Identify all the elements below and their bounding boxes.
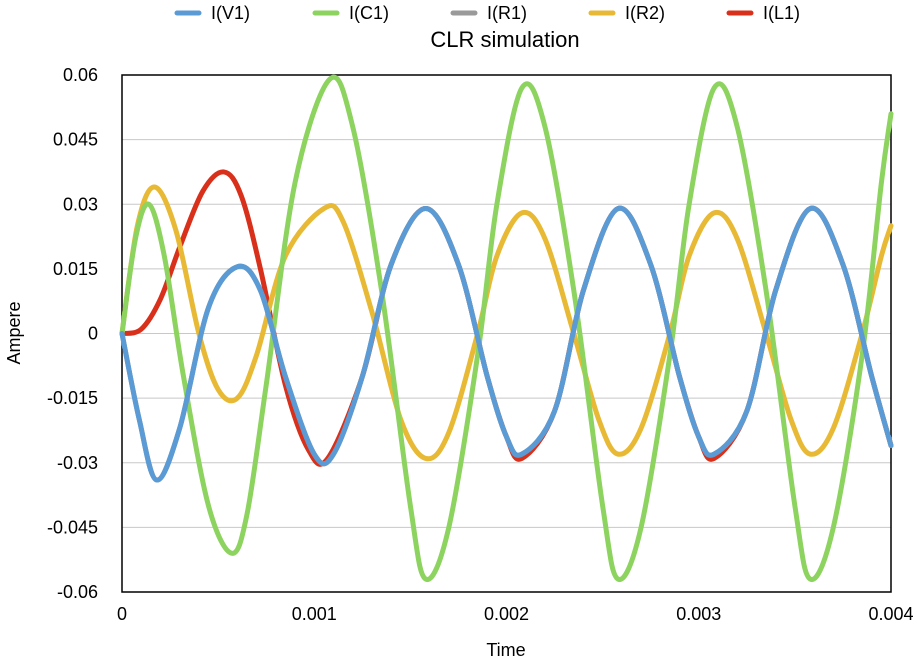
x-tick-label-3: 0.003 xyxy=(676,604,721,624)
legend: I(V1) I(C1) I(R1) I(R2) I(L1) xyxy=(174,3,800,23)
y-axis-label: Ampere xyxy=(4,301,24,364)
y-tick-label-6: -0.03 xyxy=(57,453,98,473)
legend-label-i-r2: I(R2) xyxy=(625,3,665,23)
series-line-i-l1 xyxy=(119,169,894,467)
legend-label-i-v1: I(V1) xyxy=(211,3,250,23)
x-tick-label-0: 0 xyxy=(117,604,127,624)
series-line-i-r2 xyxy=(119,184,894,462)
series-lines xyxy=(119,74,894,582)
legend-label-i-l1: I(L1) xyxy=(763,3,800,23)
y-tick-label-7: -0.045 xyxy=(47,517,98,537)
y-tick-label-8: -0.06 xyxy=(57,582,98,602)
legend-label-i-c1: I(C1) xyxy=(349,3,389,23)
y-tick-label-0: 0.06 xyxy=(63,65,98,85)
series-line-i-v1 xyxy=(119,205,894,483)
legend-label-i-r1: I(R1) xyxy=(487,3,527,23)
y-tick-label-3: 0.015 xyxy=(53,259,98,279)
x-tick-label-1: 0.001 xyxy=(292,604,337,624)
chart-title: CLR simulation xyxy=(430,27,579,52)
x-tick-label-4: 0.004 xyxy=(868,604,913,624)
series-line-i-c1 xyxy=(119,74,894,582)
y-tick-label-1: 0.045 xyxy=(53,130,98,150)
y-tick-labels: 0.06 0.045 0.03 0.015 0 -0.015 -0.03 -0.045 -0.0… xyxy=(47,65,98,602)
x-tick-labels: 0 0.001 0.002 0.003 0.004 xyxy=(117,604,914,624)
y-tick-label-4: 0 xyxy=(88,324,98,344)
x-axis-label: Time xyxy=(486,640,525,660)
x-tick-label-2: 0.002 xyxy=(484,604,529,624)
y-tick-label-5: -0.015 xyxy=(47,388,98,408)
y-tick-label-2: 0.03 xyxy=(63,194,98,214)
